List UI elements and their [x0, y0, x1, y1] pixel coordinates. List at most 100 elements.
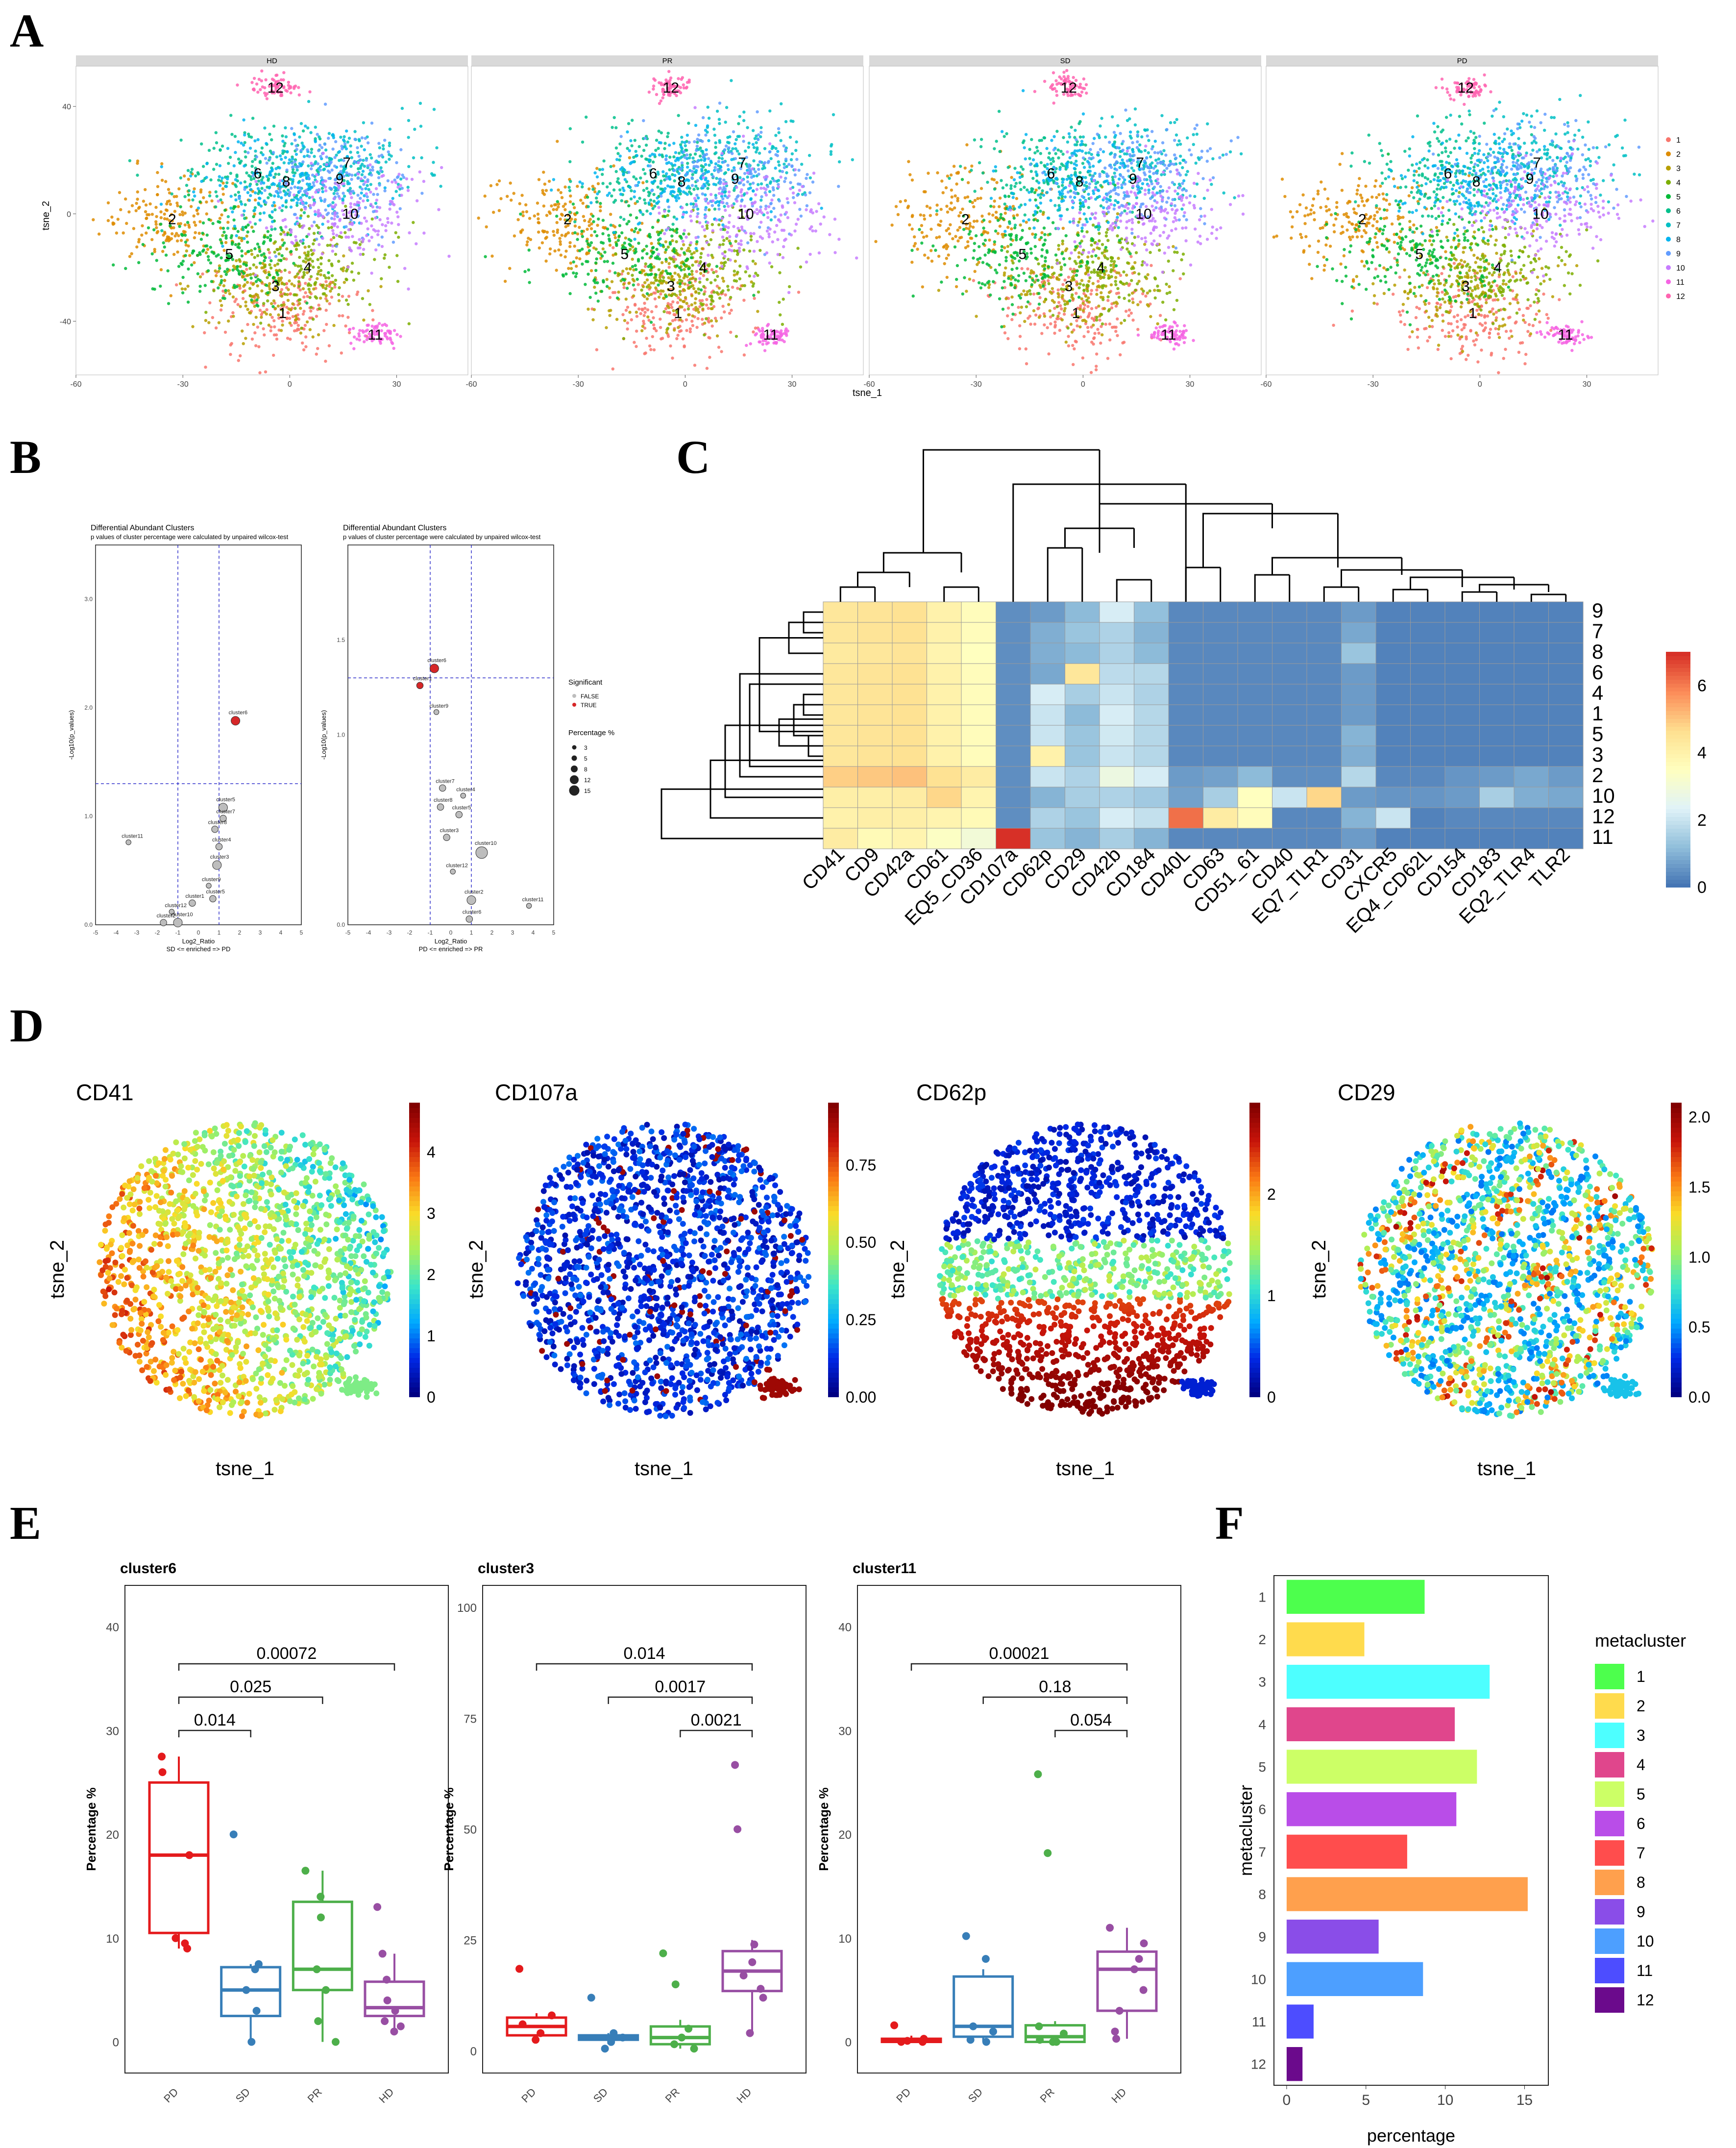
point-cluster-2 [198, 220, 202, 223]
point-cluster-9 [238, 196, 241, 199]
point-cluster-3 [267, 284, 270, 288]
point-cluster-7 [759, 198, 763, 202]
point-cluster-8 [218, 164, 222, 168]
point-cluster-9 [772, 194, 776, 197]
point-cluster-3 [677, 326, 680, 329]
point-cluster-3 [217, 321, 221, 324]
point-cluster-3 [293, 284, 296, 288]
point-cluster-9 [750, 175, 754, 179]
point-cluster-6 [696, 187, 700, 191]
point-cluster-5 [1017, 279, 1020, 283]
cluster-label: 10 [342, 206, 358, 222]
point-cluster-4 [1109, 270, 1113, 273]
point-cluster-8 [674, 159, 678, 163]
point-cluster-9 [376, 193, 379, 196]
point-cluster-6 [652, 193, 656, 196]
point-cluster-2 [518, 202, 522, 205]
point-cluster-4 [266, 299, 269, 303]
point-cluster-6 [215, 195, 219, 198]
point-cluster-2 [573, 245, 576, 248]
point-cluster-7 [282, 161, 286, 165]
point-cluster-2 [945, 204, 949, 208]
point-cluster-10 [349, 192, 352, 196]
point-cluster-5 [234, 243, 238, 247]
point-cluster-2 [922, 214, 926, 217]
point-cluster-8 [233, 224, 237, 228]
point-cluster-8 [265, 174, 269, 178]
point-cluster-1 [280, 288, 284, 292]
point-cluster-1 [640, 307, 644, 311]
point-cluster-10 [784, 211, 788, 214]
point-cluster-10 [717, 192, 721, 195]
x-tick-label: 0 [288, 380, 292, 389]
point-cluster-10 [740, 188, 743, 192]
point-cluster-10 [410, 177, 414, 181]
point-cluster-2 [222, 248, 226, 252]
point-cluster-9 [732, 130, 735, 134]
point-cluster-1 [203, 331, 206, 335]
point-cluster-1 [1058, 328, 1062, 332]
point-cluster-7 [752, 146, 756, 149]
point-cluster-5 [635, 268, 638, 272]
point-cluster-9 [781, 170, 784, 173]
point-cluster-5 [1017, 294, 1021, 297]
point-cluster-7 [348, 187, 352, 190]
point-cluster-4 [1077, 286, 1081, 290]
point-cluster-4 [721, 243, 725, 246]
point-cluster-2 [950, 188, 954, 192]
point-cluster-10 [682, 213, 685, 216]
point-cluster-7 [420, 156, 423, 160]
point-cluster-1 [272, 333, 276, 337]
point-cluster-5 [1024, 279, 1027, 282]
point-cluster-5 [1002, 217, 1005, 221]
point-cluster-2 [524, 203, 528, 207]
point-cluster-1 [302, 295, 306, 299]
point-cluster-10 [384, 224, 388, 227]
point-cluster-5 [634, 250, 638, 253]
point-cluster-7 [339, 135, 342, 139]
point-cluster-5 [979, 286, 983, 290]
point-cluster-8 [259, 204, 263, 208]
point-cluster-7 [362, 121, 366, 124]
point-cluster-10 [310, 224, 314, 228]
point-cluster-2 [578, 257, 582, 261]
point-cluster-12 [289, 85, 292, 88]
point-cluster-2 [219, 226, 222, 230]
point-cluster-7 [757, 163, 760, 167]
point-cluster-3 [186, 284, 190, 288]
point-cluster-9 [704, 133, 708, 137]
point-cluster-6 [617, 181, 621, 185]
point-cluster-4 [1182, 272, 1185, 275]
point-cluster-9 [757, 173, 760, 176]
point-cluster-3 [1146, 303, 1149, 306]
point-cluster-10 [793, 201, 797, 204]
point-cluster-4 [1025, 305, 1028, 309]
point-cluster-1 [356, 290, 360, 294]
point-cluster-3 [623, 319, 627, 322]
point-cluster-8 [676, 194, 680, 197]
point-cluster-3 [1120, 321, 1123, 325]
point-cluster-7 [755, 141, 758, 145]
point-cluster-5 [209, 261, 213, 265]
point-cluster-1 [676, 301, 680, 304]
point-cluster-3 [272, 299, 276, 303]
point-cluster-10 [307, 233, 311, 236]
point-cluster-6 [692, 188, 696, 191]
point-cluster-3 [342, 281, 346, 284]
point-cluster-3 [673, 328, 676, 332]
point-cluster-5 [198, 285, 202, 288]
point-cluster-8 [159, 202, 163, 206]
point-cluster-6 [228, 155, 232, 159]
point-cluster-1 [214, 326, 218, 330]
point-cluster-10 [360, 222, 363, 225]
point-cluster-9 [711, 175, 715, 178]
x-tick-label: -30 [573, 380, 584, 389]
point-cluster-1 [285, 305, 289, 309]
point-cluster-2 [941, 191, 945, 195]
point-cluster-3 [249, 311, 252, 315]
point-cluster-4 [1172, 308, 1176, 312]
point-cluster-6 [618, 188, 622, 192]
point-cluster-9 [285, 168, 289, 172]
point-cluster-8 [256, 187, 260, 191]
point-cluster-10 [333, 214, 337, 218]
